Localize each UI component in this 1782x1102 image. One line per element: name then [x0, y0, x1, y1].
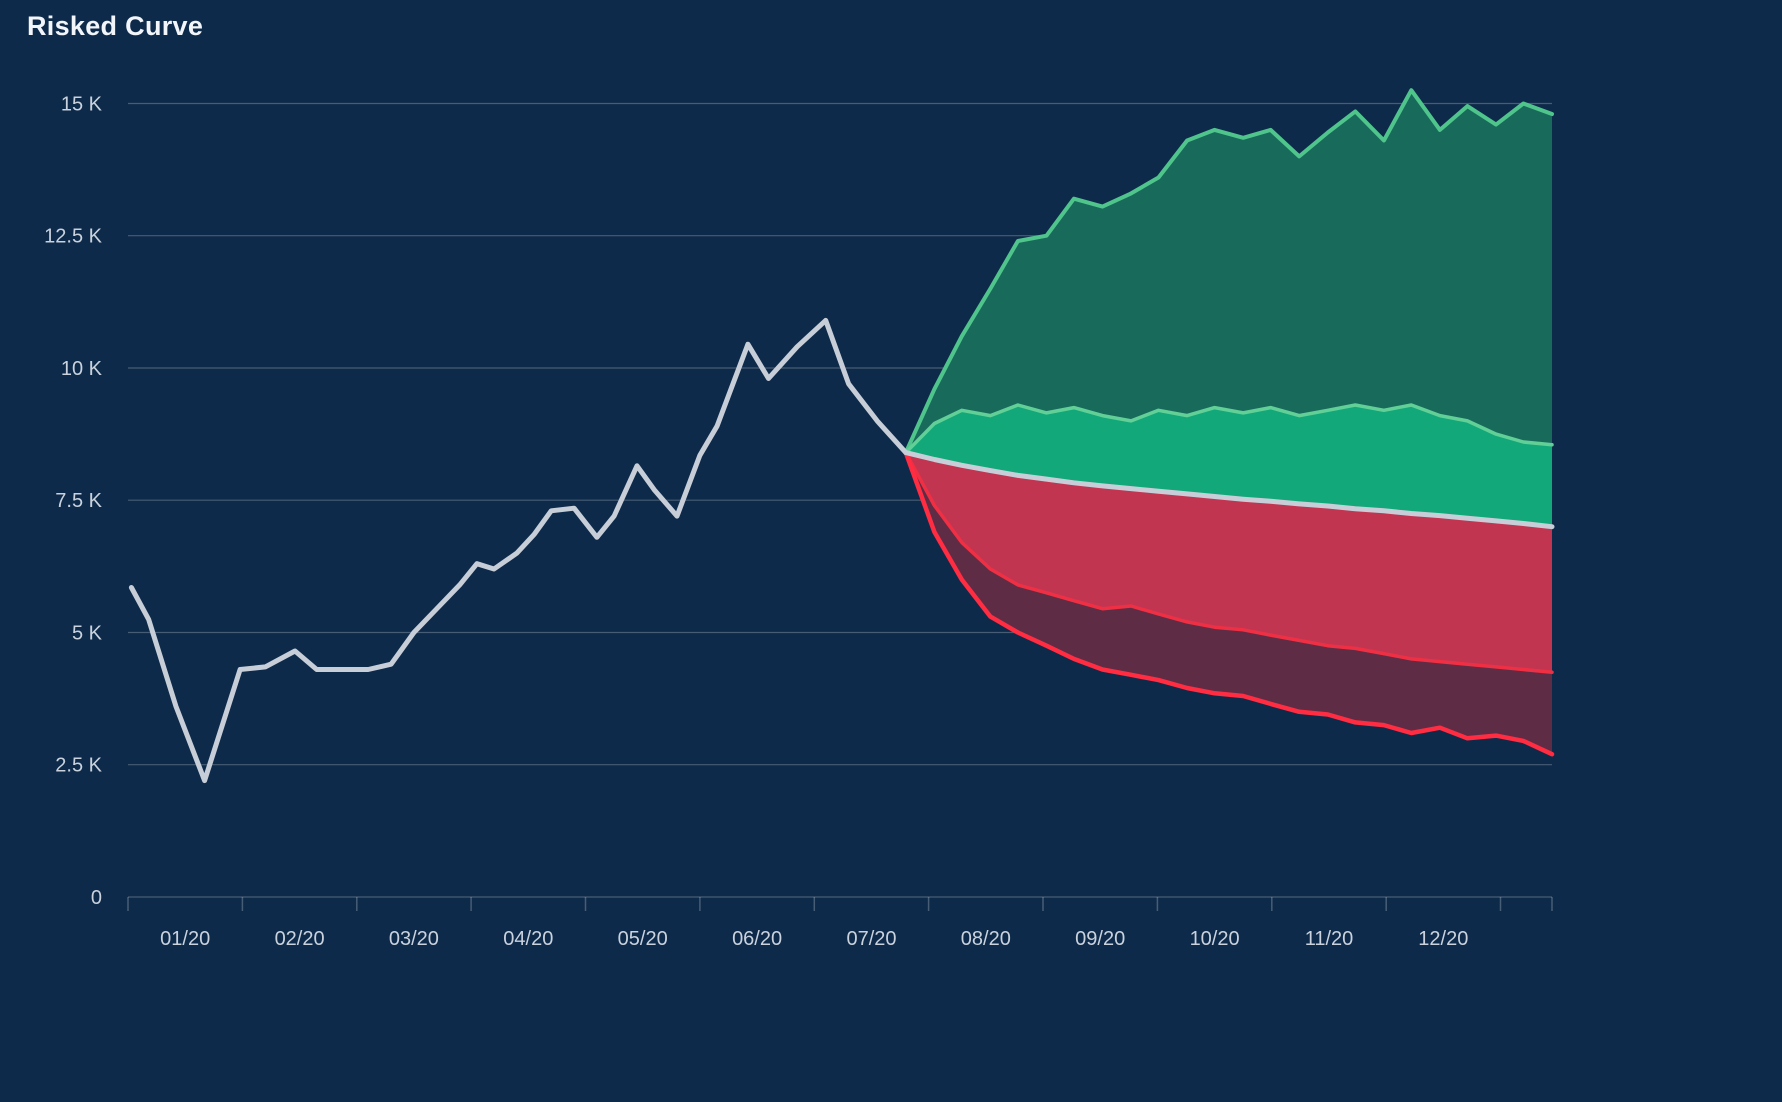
chart-title: Risked Curve — [27, 11, 204, 41]
band-upper-inner-edge-line — [904, 403, 1554, 455]
x-tick-label: 08/20 — [961, 928, 1011, 950]
x-tick-label: 10/20 — [1190, 928, 1240, 950]
band-lower-outer — [905, 452, 1552, 755]
x-tick-label: 03/20 — [389, 928, 439, 950]
band-upper-outer-edge-line — [903, 88, 1554, 455]
x-tick-label: 07/20 — [846, 928, 896, 950]
x-tick-label: 05/20 — [618, 928, 668, 950]
y-tick-label: 12.5 K — [44, 226, 102, 248]
band-lower-inner-edge-line — [904, 450, 1554, 674]
y-tick-label: 10 K — [61, 358, 103, 380]
band-lower-outer-edge-line — [903, 450, 1555, 757]
x-tick-label: 02/20 — [275, 928, 325, 950]
x-tick-label: 09/20 — [1075, 928, 1125, 950]
x-tick-label: 04/20 — [503, 928, 553, 950]
x-tick-label: 12/20 — [1418, 928, 1468, 950]
band-upper-inner — [905, 405, 1552, 527]
x-tick-label: 01/20 — [160, 928, 210, 950]
y-tick-label: 0 — [91, 887, 102, 909]
forecast-median-line — [903, 450, 1555, 530]
y-tick-label: 2.5 K — [55, 755, 102, 777]
band-upper-outer — [905, 90, 1552, 453]
x-tick-label: 11/20 — [1305, 928, 1354, 950]
y-tick-label: 7.5 K — [55, 490, 102, 512]
y-tick-label: 5 K — [72, 623, 103, 645]
x-tick-label: 06/20 — [732, 928, 782, 950]
y-tick-label: 15 K — [61, 94, 103, 116]
historical-line — [128, 317, 909, 784]
band-lower-inner — [905, 452, 1552, 673]
